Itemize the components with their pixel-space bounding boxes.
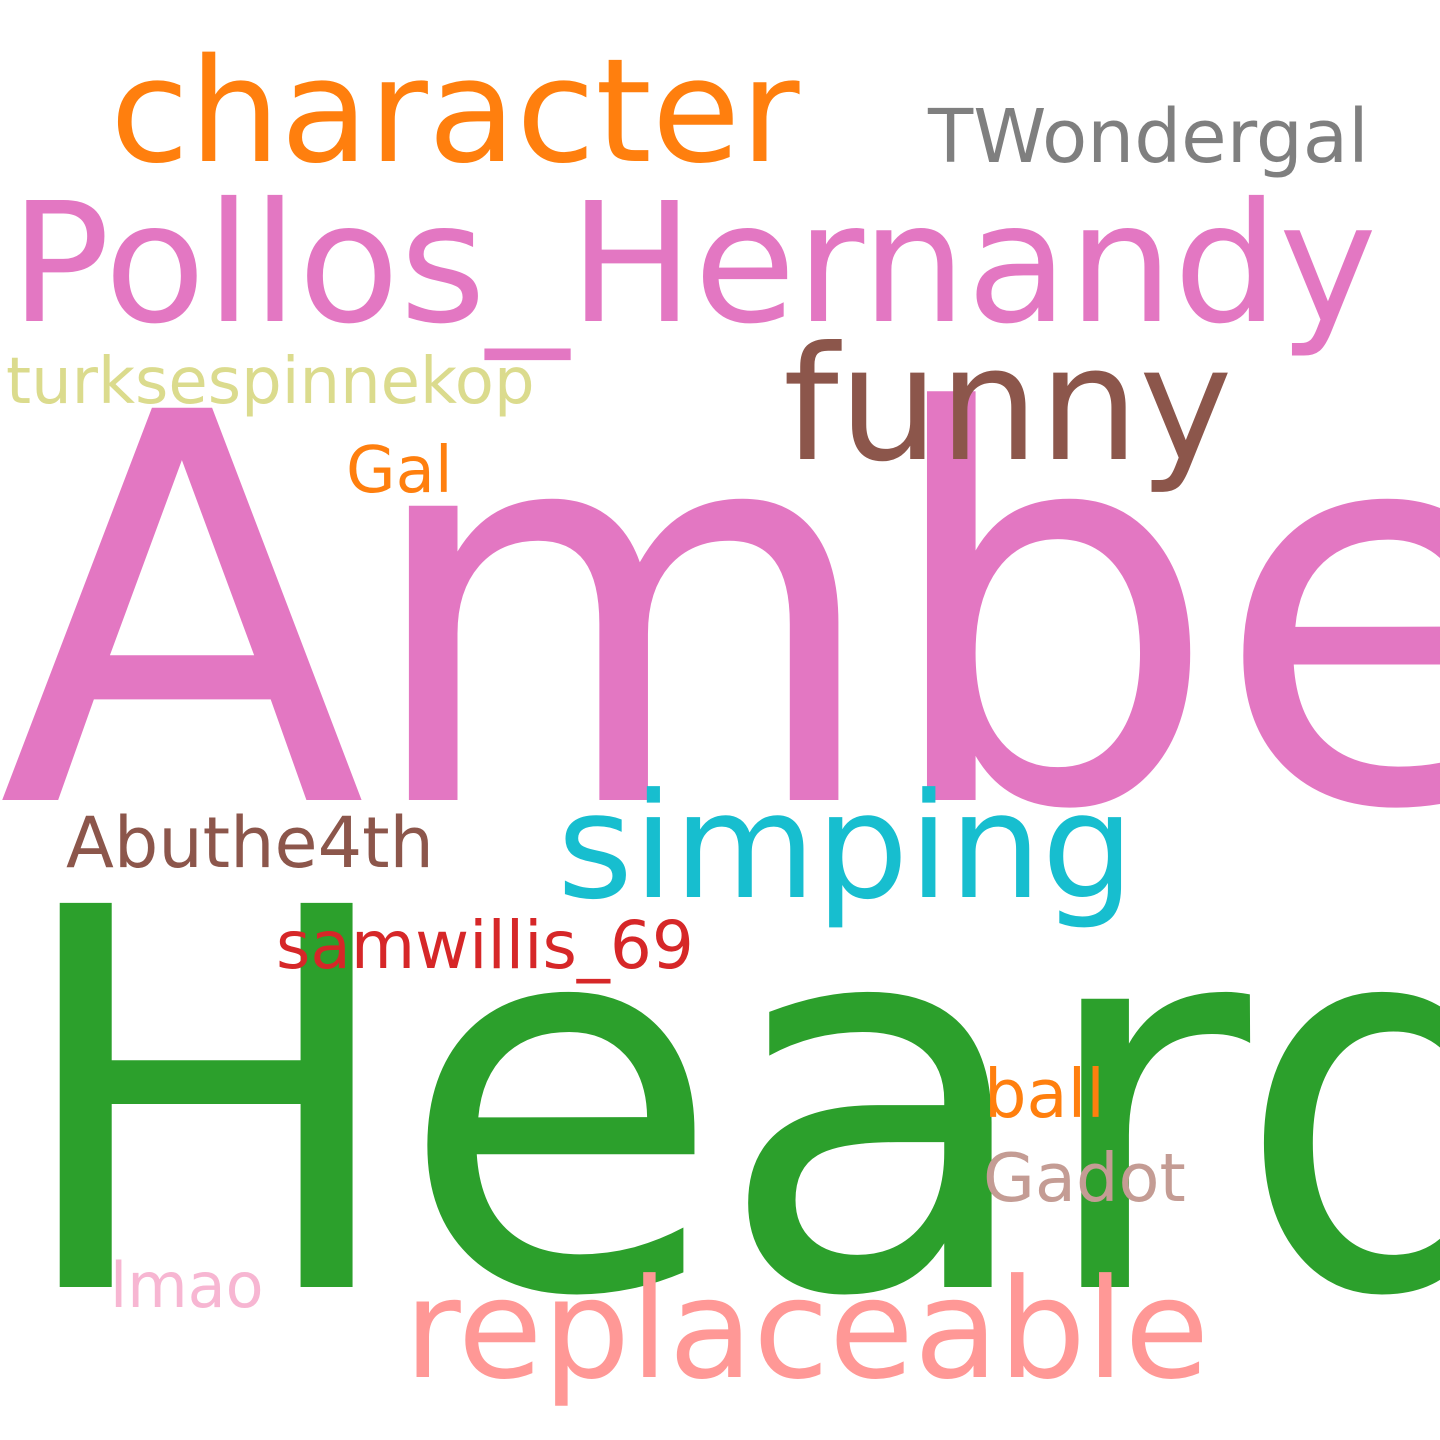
word-ball: ball [984, 1055, 1105, 1133]
word-turksespinnekop: turksespinnekop [6, 345, 535, 419]
word-abuthe4th: Abuthe4th [66, 802, 434, 884]
word-gal: Gal [346, 434, 453, 508]
word-character: character [110, 27, 800, 195]
word-heard: Heard [8, 799, 1440, 1412]
word-simping: simping [557, 762, 1135, 932]
word-lmao: lmao [110, 1249, 264, 1322]
word-twondergal: TWondergal [928, 94, 1369, 180]
word-replaceable: replaceable [404, 1249, 1210, 1410]
word-funny: funny [783, 313, 1233, 497]
word-gadot: Gadot [983, 1139, 1186, 1217]
word-pollos-hernandy: Pollos_Hernandy [10, 168, 1378, 361]
word-samwillis-69: samwillis_69 [276, 907, 694, 984]
word-amber: Amber [0, 301, 1440, 927]
